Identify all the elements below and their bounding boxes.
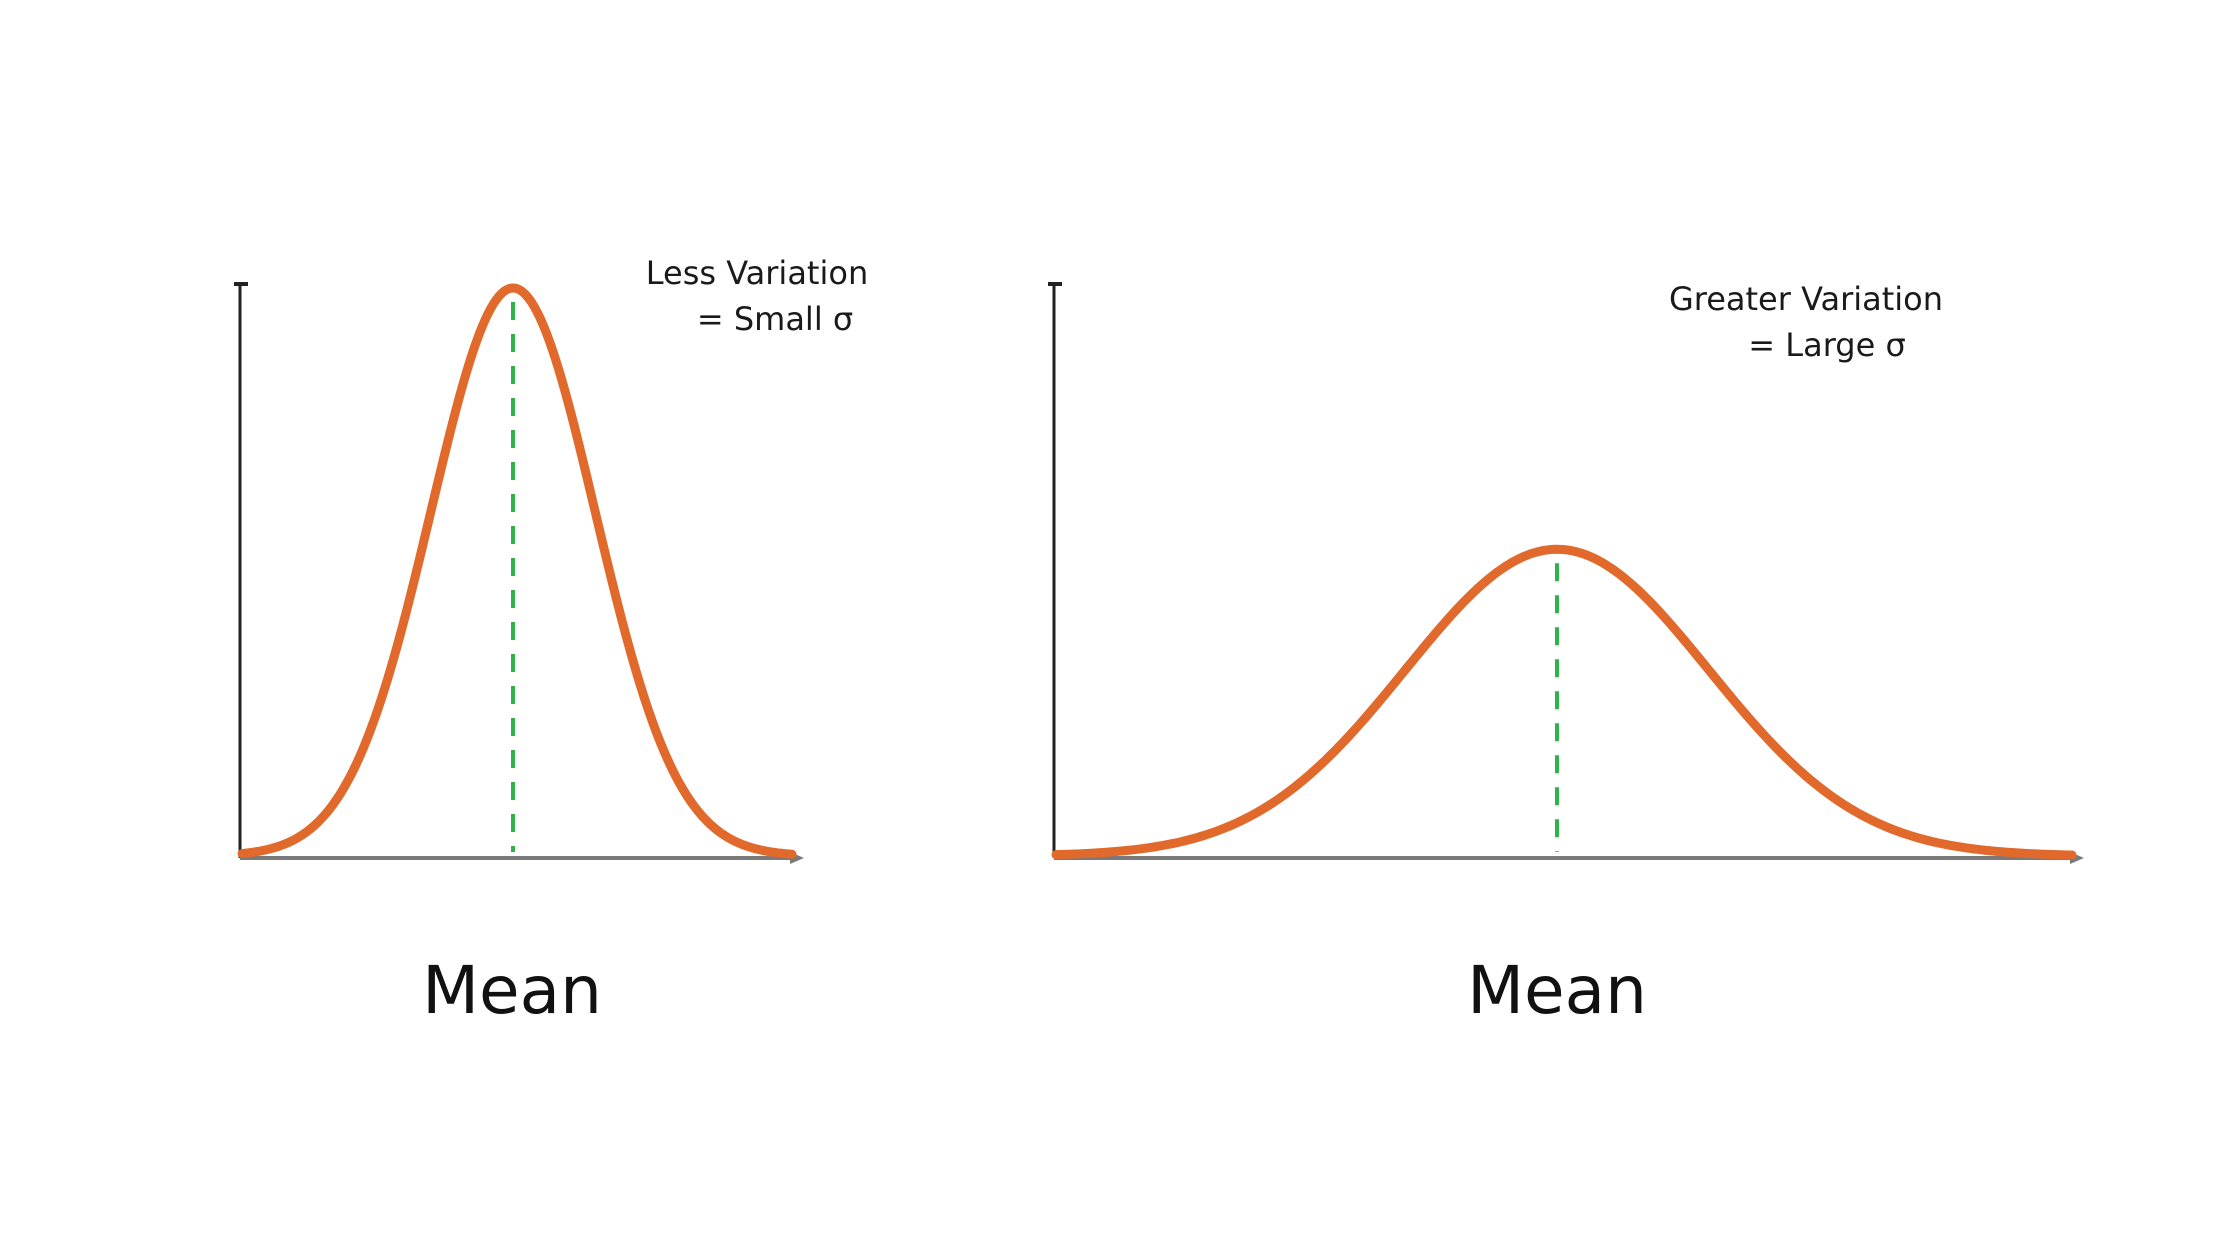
right-bell-curve [1051,544,2077,860]
right-chart: Greater Variation = Large σ Mean [1048,280,2084,1029]
right-annotation-line-1: Greater Variation [1669,280,1943,318]
left-bell-curve [237,283,797,859]
right-annotation-line-2: = Large σ [1748,326,1905,364]
left-annotation-line-1: Less Variation [646,254,868,292]
left-chart: Less Variation = Small σ Mean [234,254,868,1029]
left-annotation-line-2: = Small σ [697,300,853,338]
left-x-axis-label: Mean [422,952,602,1029]
right-x-axis-label: Mean [1467,952,1647,1029]
